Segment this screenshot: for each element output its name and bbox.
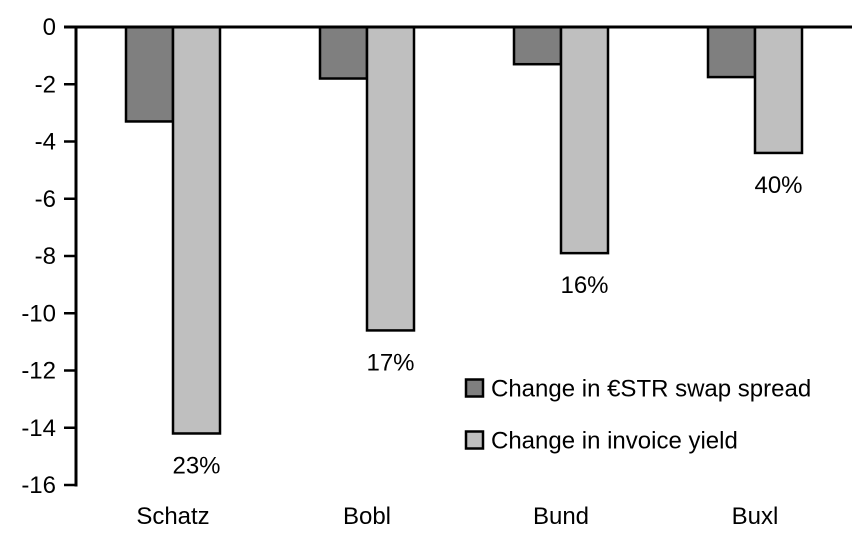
bar-value-label: 17% [366,349,414,376]
legend-label-swap-spread: Change in €STR swap spread [491,376,811,403]
bar-invoice-yield-schatz [171,25,222,435]
bar-value-label: 23% [172,452,220,479]
y-axis-tick-label: -16 [21,472,56,499]
legend-label-invoice-yield: Change in invoice yield [491,428,738,455]
y-axis-tick-label: -4 [35,129,56,156]
x-axis-category-label: Schatz [136,503,209,530]
y-axis-tick-label: -14 [21,415,56,442]
x-axis-category-label: Buxl [732,503,779,530]
legend-swatch-invoice-yield [464,430,485,450]
legend-swatch-swap-spread [464,378,485,398]
x-axis-category-label: Bobl [343,503,391,530]
bar-value-label: 16% [560,272,608,299]
y-axis-tick-label: -6 [35,186,56,213]
bar-swap-spread-schatz [124,25,175,123]
bar-invoice-yield-bobl [365,25,416,332]
bar-swap-spread-bobl [318,25,369,80]
bar-value-label: 40% [754,172,802,199]
bar-invoice-yield-buxl [753,25,804,155]
y-axis-tick-label: -12 [21,358,56,385]
bar-swap-spread-bund [512,25,563,66]
bar-invoice-yield-bund [559,25,610,255]
x-axis-category-label: Bund [533,503,589,530]
bar-swap-spread-buxl [706,25,757,79]
y-axis-tick-label: -8 [35,243,56,270]
y-axis-tick-label: 0 [43,14,56,41]
y-axis-tick-label: -2 [35,71,56,98]
y-axis-tick-label: -10 [21,300,56,327]
